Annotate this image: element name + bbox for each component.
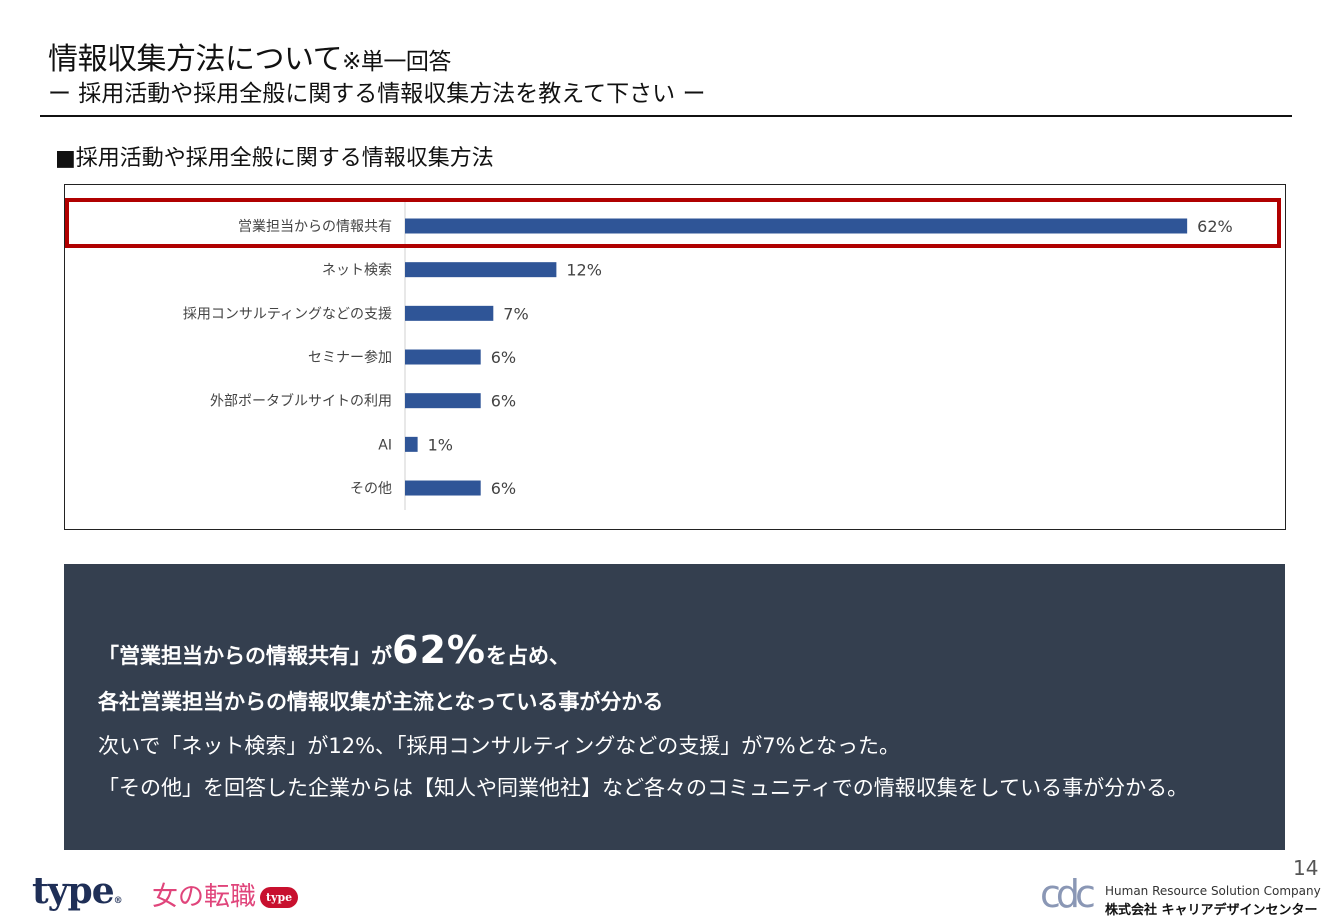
data-label: 6% [491,348,516,367]
cdc-logo: cdc [1040,872,1096,916]
summary-line-3: 次いで「ネット検索」が12%、「採用コンサルティングなどの支援」が7%となった。 [98,734,900,758]
summary-line-2: 各社営業担当からの情報収集が主流となっている事が分かる [98,690,664,714]
data-label: 6% [491,479,516,498]
highlight-box [65,198,1281,248]
bar [405,480,481,496]
company-name: 株式会社 キャリアデザインセンター [1105,903,1318,918]
data-label: 6% [491,392,516,411]
data-label: 1% [428,435,453,454]
summary-box [64,564,1285,850]
summary-line-4: 「その他」を回答した企業からは【知人や同業他社】など各々のコミュニティでの情報収… [98,776,1189,800]
summary-line-1-pre: 「営業担当からの情報共有」が [98,644,392,668]
bar [405,349,481,365]
woman-career-logo-text: 女の転職 [152,882,257,912]
data-label: 62% [1197,217,1233,236]
type-logo-mark: ® [113,896,123,906]
category-label: ネット検索 [322,262,392,279]
company-tagline: Human Resource Solution Company [1105,884,1321,898]
data-label: 12% [566,261,602,280]
woman-career-logo-badge: type [260,887,299,908]
summary-line-1-post: を占め、 [485,644,570,668]
bar [405,393,481,409]
page-number: 14 [1293,856,1319,880]
section-heading: ■採用活動や採用全般に関する情報収集方法 [55,146,494,171]
type-logo-text: type [32,870,115,912]
type-logo: type® [32,870,123,912]
chart-frame: 営業担当からの情報共有 62% ネット検索 12% 採用コンサルティングなどの支援 7% セ… [64,184,1286,530]
category-label: 採用コンサルティングなどの支援 [183,306,392,322]
page-title-main: 情報収集方法について [48,42,343,77]
category-label: 外部ポータブルサイトの利用 [210,393,392,410]
category-label: その他 [350,481,392,497]
woman-career-logo: 女の転職 type [152,876,299,913]
category-label: 営業担当からの情報共有 [238,219,392,235]
summary-highlight-value: 62% [392,628,486,672]
bar [405,305,494,321]
data-label: 7% [503,304,528,323]
category-label: セミナー参加 [308,349,392,366]
bar [405,436,418,452]
summary-line-1: 「営業担当からの情報共有」が62%を占め、 [98,628,570,672]
page-title: 情報収集方法について※単一回答 [48,34,451,78]
page-title-note: ※単一回答 [342,49,451,75]
bar [405,218,1188,234]
bar-chart: 営業担当からの情報共有 62% ネット検索 12% 採用コンサルティングなどの支援 7% セ… [183,199,1233,510]
page-subtitle: ー 採用活動や採用全般に関する情報収集方法を教えて下さい ー [48,81,706,107]
title-divider [40,115,1292,117]
bar [405,262,557,278]
category-label: AI [378,437,392,453]
